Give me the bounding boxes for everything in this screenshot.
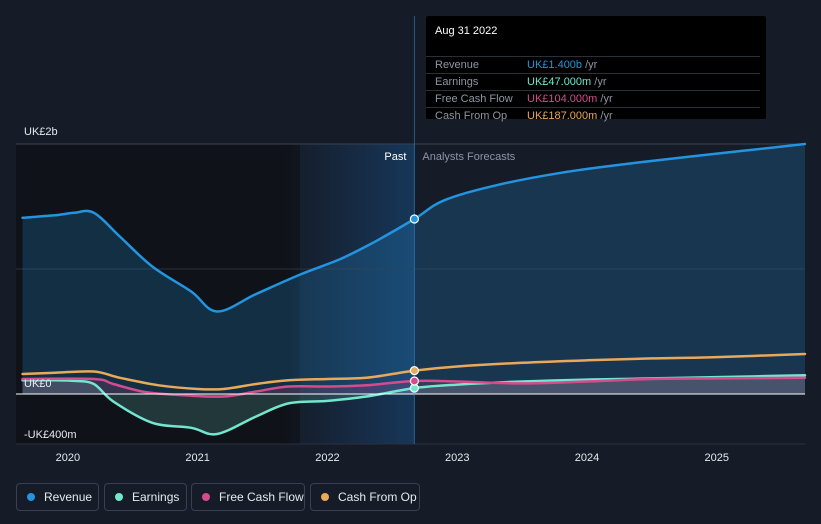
tooltip-amount: UK£104.000m — [527, 93, 598, 105]
gridlines — [16, 143, 805, 445]
x-axis-labels: 2020 2021 2022 2023 2024 2025 — [56, 452, 729, 464]
y-tick-label: UK£0 — [24, 378, 52, 390]
legend-label: Revenue — [44, 490, 93, 504]
x-tick-label: 2022 — [315, 452, 339, 464]
y-tick-label: -UK£400m — [24, 429, 77, 441]
tooltip-label: Free Cash Flow — [435, 93, 513, 105]
legend-revenue[interactable]: Revenue — [16, 483, 99, 511]
legend-label: Cash From Op — [338, 490, 417, 504]
tooltip-label: Cash From Op — [435, 110, 508, 122]
tooltip-label: Revenue — [435, 59, 480, 71]
tooltip-value: UK£47.000m /yr — [527, 76, 607, 88]
tooltip-unit: /yr — [597, 93, 613, 105]
earnings-area — [22, 375, 805, 435]
revenue-dot-icon — [27, 493, 35, 501]
tooltip-value: UK£187.000m /yr — [527, 110, 613, 122]
earnings-dot-icon — [115, 493, 123, 501]
y-tick-label: UK£2b — [24, 126, 58, 138]
x-tick-label: 2021 — [185, 452, 209, 464]
tooltip-value: UK£104.000m /yr — [527, 93, 613, 105]
tooltip-value: UK£1.400b /yr — [527, 59, 597, 71]
legend-label: Free Cash Flow — [219, 490, 304, 504]
tooltip-date: Aug 31 2022 — [435, 25, 498, 37]
cash-from-op-line — [21, 352, 807, 391]
x-tick-label: 2025 — [705, 452, 729, 464]
tooltip-row-cash-from-op: Cash From Op UK£187.000m /yr — [426, 107, 760, 125]
revenue-line — [21, 142, 807, 313]
revenue-marker — [409, 214, 419, 224]
free-cash-flow-line — [21, 376, 807, 398]
x-tick-label: 2024 — [575, 452, 599, 464]
x-tick-label: 2023 — [445, 452, 469, 464]
tooltip-amount: UK£187.000m — [527, 110, 598, 122]
cash-from-op-dot-icon — [321, 493, 329, 501]
legend-earnings[interactable]: Earnings — [104, 483, 187, 511]
revenue-area — [22, 144, 805, 394]
legend-free-cash-flow[interactable]: Free Cash Flow — [191, 483, 305, 511]
series-lines — [16, 142, 807, 436]
tooltip-row-earnings: Earnings UK£47.000m /yr — [426, 73, 760, 91]
legend-label: Earnings — [132, 490, 180, 504]
legend-cash-from-op[interactable]: Cash From Op — [310, 483, 420, 511]
past-label: Past — [384, 151, 406, 163]
y-axis-labels: UK£2b UK£0 -UK£400m — [24, 126, 77, 441]
tooltip-amount: UK£47.000m — [527, 76, 592, 88]
tooltip-label: Earnings — [435, 76, 479, 88]
earnings-line — [21, 374, 807, 436]
series-markers — [409, 214, 419, 393]
cash-from-op-marker — [409, 366, 419, 376]
forecast-label: Analysts Forecasts — [422, 151, 515, 163]
tooltip-row-revenue: Revenue UK£1.400b /yr — [426, 56, 760, 74]
tooltip-row-free-cash-flow: Free Cash Flow UK£104.000m /yr — [426, 90, 760, 108]
tooltip-unit: /yr — [582, 59, 598, 71]
free-cash-flow-marker — [409, 376, 419, 386]
data-tooltip: Aug 31 2022 Revenue UK£1.400b /yr Earnin… — [426, 16, 766, 122]
tooltip-unit: /yr — [597, 110, 613, 122]
free-cash-flow-dot-icon — [202, 493, 210, 501]
tooltip-amount: UK£1.400b — [527, 59, 583, 71]
x-tick-label: 2020 — [56, 452, 80, 464]
tooltip-unit: /yr — [591, 76, 607, 88]
